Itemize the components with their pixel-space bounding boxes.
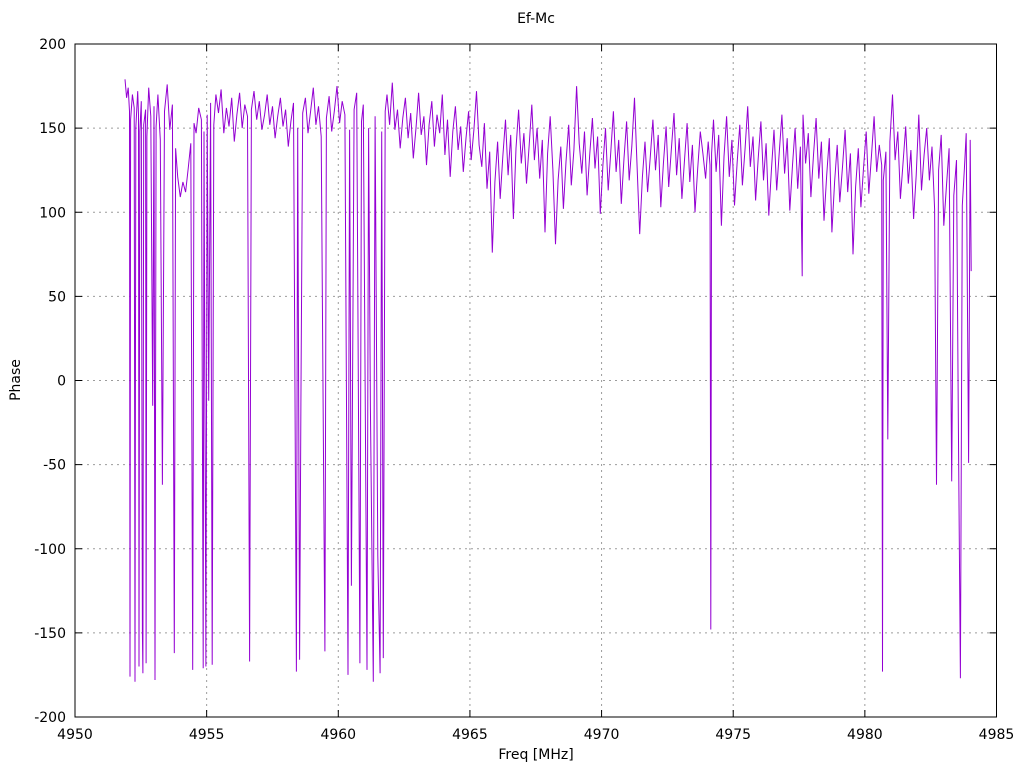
chart-title: Ef-Mc <box>517 11 555 27</box>
x-tick-label: 4970 <box>584 727 620 743</box>
y-tick-label: 200 <box>39 37 66 53</box>
y-tick-label: 100 <box>39 205 66 221</box>
x-tick-label: 4975 <box>715 727 751 743</box>
x-tick-label: 4950 <box>57 727 93 743</box>
y-tick-label: 50 <box>48 289 66 305</box>
x-tick-label: 4985 <box>979 727 1015 743</box>
y-tick-label: -100 <box>34 542 66 558</box>
data-line <box>124 79 972 682</box>
x-tick-label: 4955 <box>189 727 225 743</box>
x-tick-label: 4960 <box>320 727 356 743</box>
y-tick-label: 0 <box>57 374 66 390</box>
y-tick-label: -150 <box>34 626 66 642</box>
x-tick-label: 4965 <box>452 727 488 743</box>
y-tick-label: -200 <box>34 710 66 726</box>
x-axis-label: Freq [MHz] <box>498 747 574 763</box>
y-tick-label: -50 <box>43 458 66 474</box>
y-tick-label: 150 <box>39 121 66 137</box>
x-tick-label: 4980 <box>847 727 883 743</box>
